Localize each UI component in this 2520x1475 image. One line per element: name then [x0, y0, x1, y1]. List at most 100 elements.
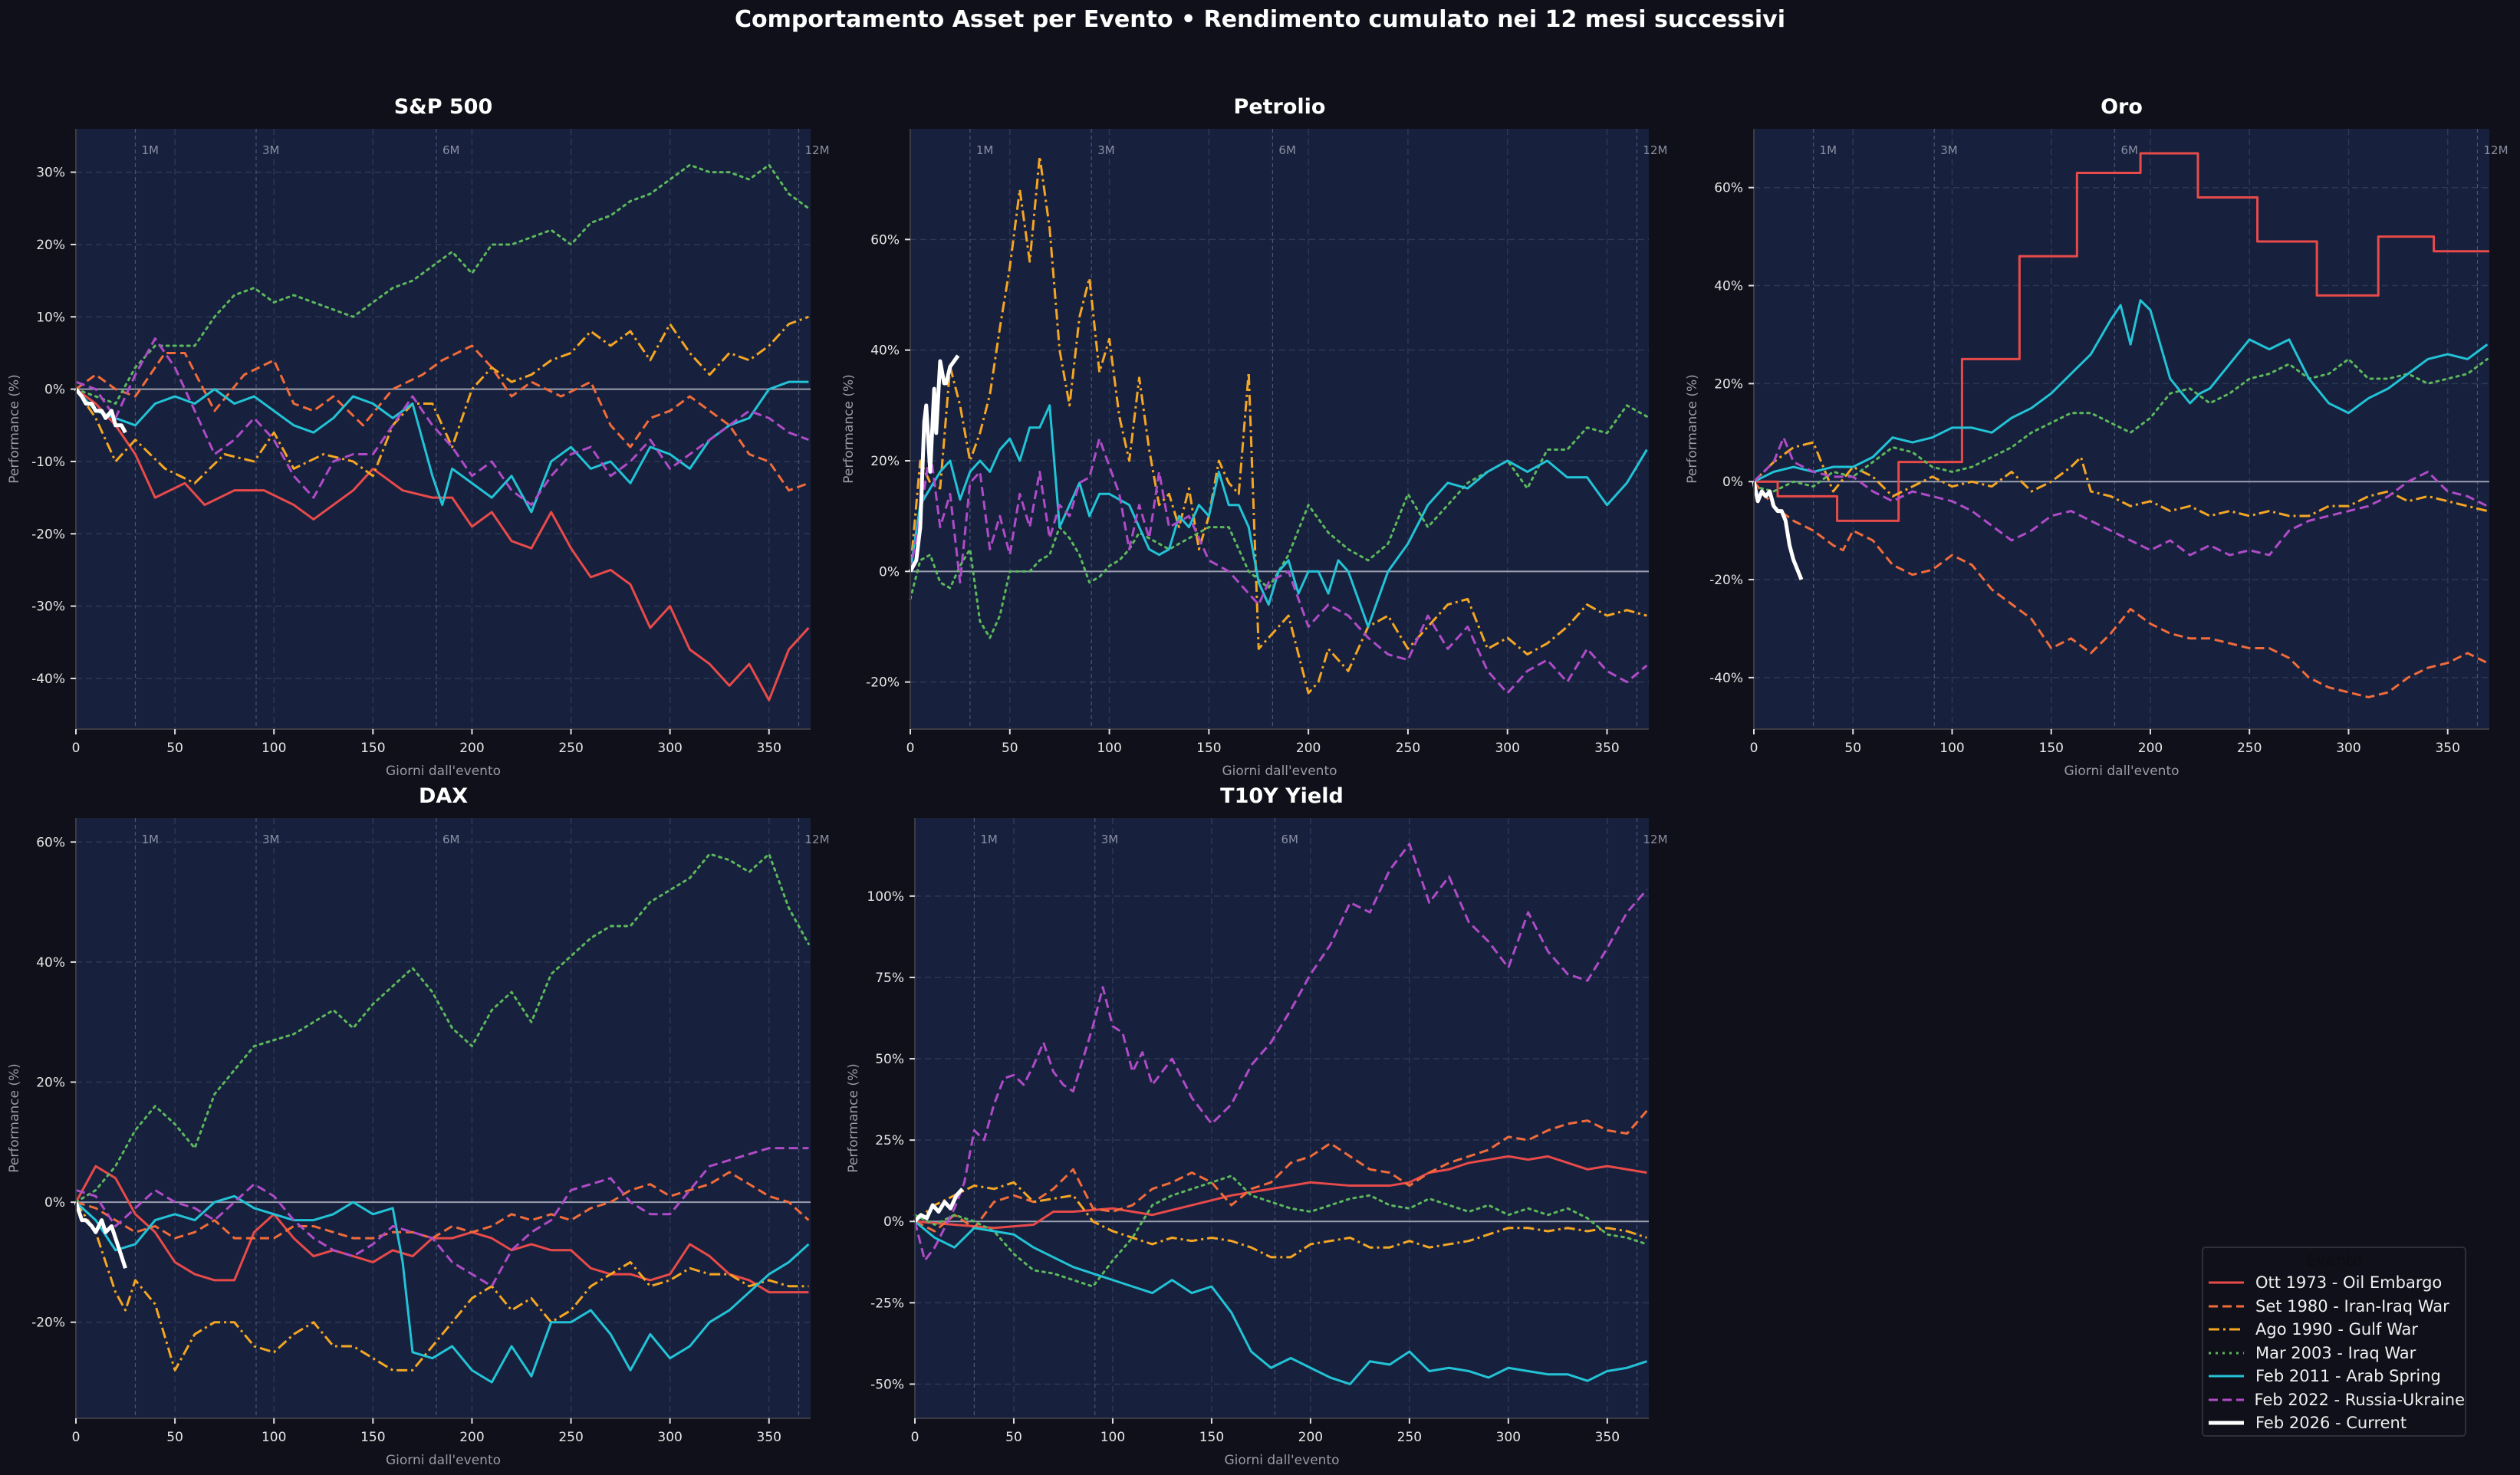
subplot-title: Petrolio — [1234, 95, 1326, 119]
x-tick-label: 150 — [360, 741, 385, 756]
y-tick-label: -50% — [870, 1377, 904, 1392]
x-axis-label: Giorni dall'evento — [1222, 764, 1337, 779]
month-marker-label: 12M — [1643, 143, 1667, 157]
legend-swatch-icon — [2208, 1302, 2245, 1311]
x-tick-label: 250 — [2237, 741, 2262, 756]
series-line-e2026 — [913, 1188, 964, 1223]
legend-label: Ago 1990 - Gulf War — [2255, 1320, 2418, 1339]
subplot-dax: 1M 3M 6M 12M 0 50 100 150 200 250 300 350 -20% 0% 20% 4… — [7, 784, 830, 1468]
legend-item-e2026: Feb 2026 - Current — [2203, 1411, 2465, 1435]
legend-label: Mar 2003 - Iraq War — [2255, 1343, 2416, 1362]
series-line-e2022 — [75, 337, 809, 507]
plot-area — [910, 129, 1649, 729]
y-axis-label: Performance (%) — [7, 1063, 22, 1173]
y-tick-label: 10% — [36, 310, 65, 325]
subplot-oro: 1M 3M 6M 12M 0 50 100 150 200 250 300 350 -40% -20% 0%… — [1685, 95, 2508, 779]
legend-swatch-icon — [2208, 1418, 2245, 1427]
series-line-e2011 — [909, 404, 1648, 628]
x-tick-label: 100 — [1100, 1430, 1125, 1445]
legend-swatch-icon — [2208, 1372, 2245, 1381]
x-axis-label: Giorni dall'evento — [2064, 764, 2179, 779]
legend-item-e1990: Ago 1990 - Gulf War — [2203, 1318, 2465, 1342]
legend-swatch-icon — [2208, 1395, 2244, 1404]
subplot-t10y-yield: 1M 3M 6M 12M 0 50 100 150 200 250 300 350 -50% -25% 0%… — [846, 784, 1668, 1468]
y-tick-label: -30% — [31, 600, 65, 615]
series-line-e1980 — [1752, 481, 2489, 698]
legend-item-e1980: Set 1980 - Iran-Iraq War — [2203, 1295, 2465, 1319]
series-line-e2011 — [74, 380, 809, 514]
legend: Evento Ott 1973 - Oil Embargo Set 1980 - … — [2202, 1247, 2466, 1437]
y-tick-label: 20% — [36, 1076, 65, 1091]
x-tick-label: 50 — [1002, 741, 1018, 756]
y-tick-label: 60% — [36, 835, 65, 850]
series-line-e2022 — [1752, 436, 2489, 557]
x-tick-label: 250 — [558, 741, 583, 756]
x-tick-label: 350 — [757, 741, 781, 756]
y-tick-label: 20% — [1714, 376, 1743, 392]
x-tick-label: 100 — [262, 741, 286, 756]
series-line-e2026 — [74, 1201, 127, 1270]
legend-label: Ott 1973 - Oil Embargo — [2255, 1273, 2443, 1293]
x-tick-label: 100 — [1939, 741, 1964, 756]
series-line-e1990 — [914, 1181, 1647, 1259]
legend-item-e2022: Feb 2022 - Russia-Ukraine — [2203, 1388, 2465, 1412]
series-line-e1990 — [909, 155, 1647, 695]
x-axis-label: Giorni dall'evento — [1224, 1453, 1339, 1468]
x-tick-label: 150 — [2039, 741, 2064, 756]
month-marker-label: 6M — [1281, 833, 1298, 846]
x-tick-label: 250 — [1396, 741, 1420, 756]
x-tick-label: 100 — [1097, 741, 1121, 756]
y-axis-label: Performance (%) — [7, 374, 22, 484]
series-line-e2011 — [1753, 299, 2489, 483]
x-tick-label: 350 — [1594, 741, 1619, 756]
x-tick-label: 150 — [1196, 741, 1221, 756]
y-tick-label: 60% — [1714, 181, 1743, 196]
series-line-e2026 — [908, 354, 960, 573]
y-tick-label: 20% — [36, 238, 65, 253]
legend-item-e2003: Mar 2003 - Iraq War — [2203, 1342, 2465, 1365]
series-line-e1973 — [914, 1155, 1647, 1230]
y-tick-label: 20% — [870, 454, 900, 469]
month-marker-label: 3M — [1940, 143, 1958, 157]
y-axis-label: Performance (%) — [846, 1063, 861, 1173]
month-marker-label: 3M — [262, 143, 280, 157]
legend-title: Evento — [2305, 1251, 2362, 1270]
series-line-e2003 — [909, 404, 1648, 639]
series-line-e2022 — [909, 437, 1648, 695]
x-tick-label: 300 — [657, 741, 682, 756]
x-tick-label: 300 — [1496, 1430, 1521, 1445]
month-marker-label: 1M — [980, 833, 998, 846]
x-tick-label: 200 — [459, 741, 484, 756]
series-line-e2022 — [75, 1147, 809, 1288]
series-line-e1980 — [75, 1171, 810, 1240]
legend-label: Feb 2022 - Russia-Ukraine — [2254, 1390, 2465, 1409]
month-marker-label: 12M — [805, 833, 830, 846]
month-marker-label: 1M — [141, 143, 159, 157]
legend-swatch-icon — [2208, 1349, 2245, 1358]
series-line-e1980 — [75, 344, 809, 492]
series-line-e2003 — [913, 1174, 1648, 1288]
subplot-title: S&P 500 — [394, 95, 493, 119]
x-tick-label: 200 — [459, 1430, 484, 1445]
subplot-s-p-500: 1M 3M 6M 12M 0 50 100 150 200 250 300 350 -40% -30% -2… — [7, 95, 830, 779]
month-marker-label: 6M — [1278, 143, 1296, 157]
series-line-e1980 — [914, 1109, 1648, 1233]
x-tick-label: 200 — [1296, 741, 1321, 756]
x-tick-label: 0 — [911, 1430, 920, 1445]
y-axis-label: Performance (%) — [1685, 374, 1700, 484]
y-tick-label: 75% — [875, 971, 904, 986]
month-marker-label: 1M — [141, 833, 159, 846]
month-marker-label: 3M — [1101, 833, 1119, 846]
y-tick-label: -20% — [1709, 573, 1743, 588]
x-tick-label: 0 — [72, 741, 81, 756]
x-tick-label: 0 — [906, 741, 915, 756]
x-tick-label: 250 — [558, 1430, 583, 1445]
subplot-title: Oro — [2101, 95, 2143, 119]
y-tick-label: 30% — [36, 166, 65, 181]
y-tick-label: 25% — [875, 1133, 904, 1148]
x-tick-label: 0 — [1750, 741, 1758, 756]
y-tick-label: 40% — [1714, 279, 1743, 294]
x-tick-label: 50 — [166, 741, 183, 756]
subplot-title: DAX — [419, 784, 468, 808]
y-tick-label: -10% — [31, 455, 65, 470]
